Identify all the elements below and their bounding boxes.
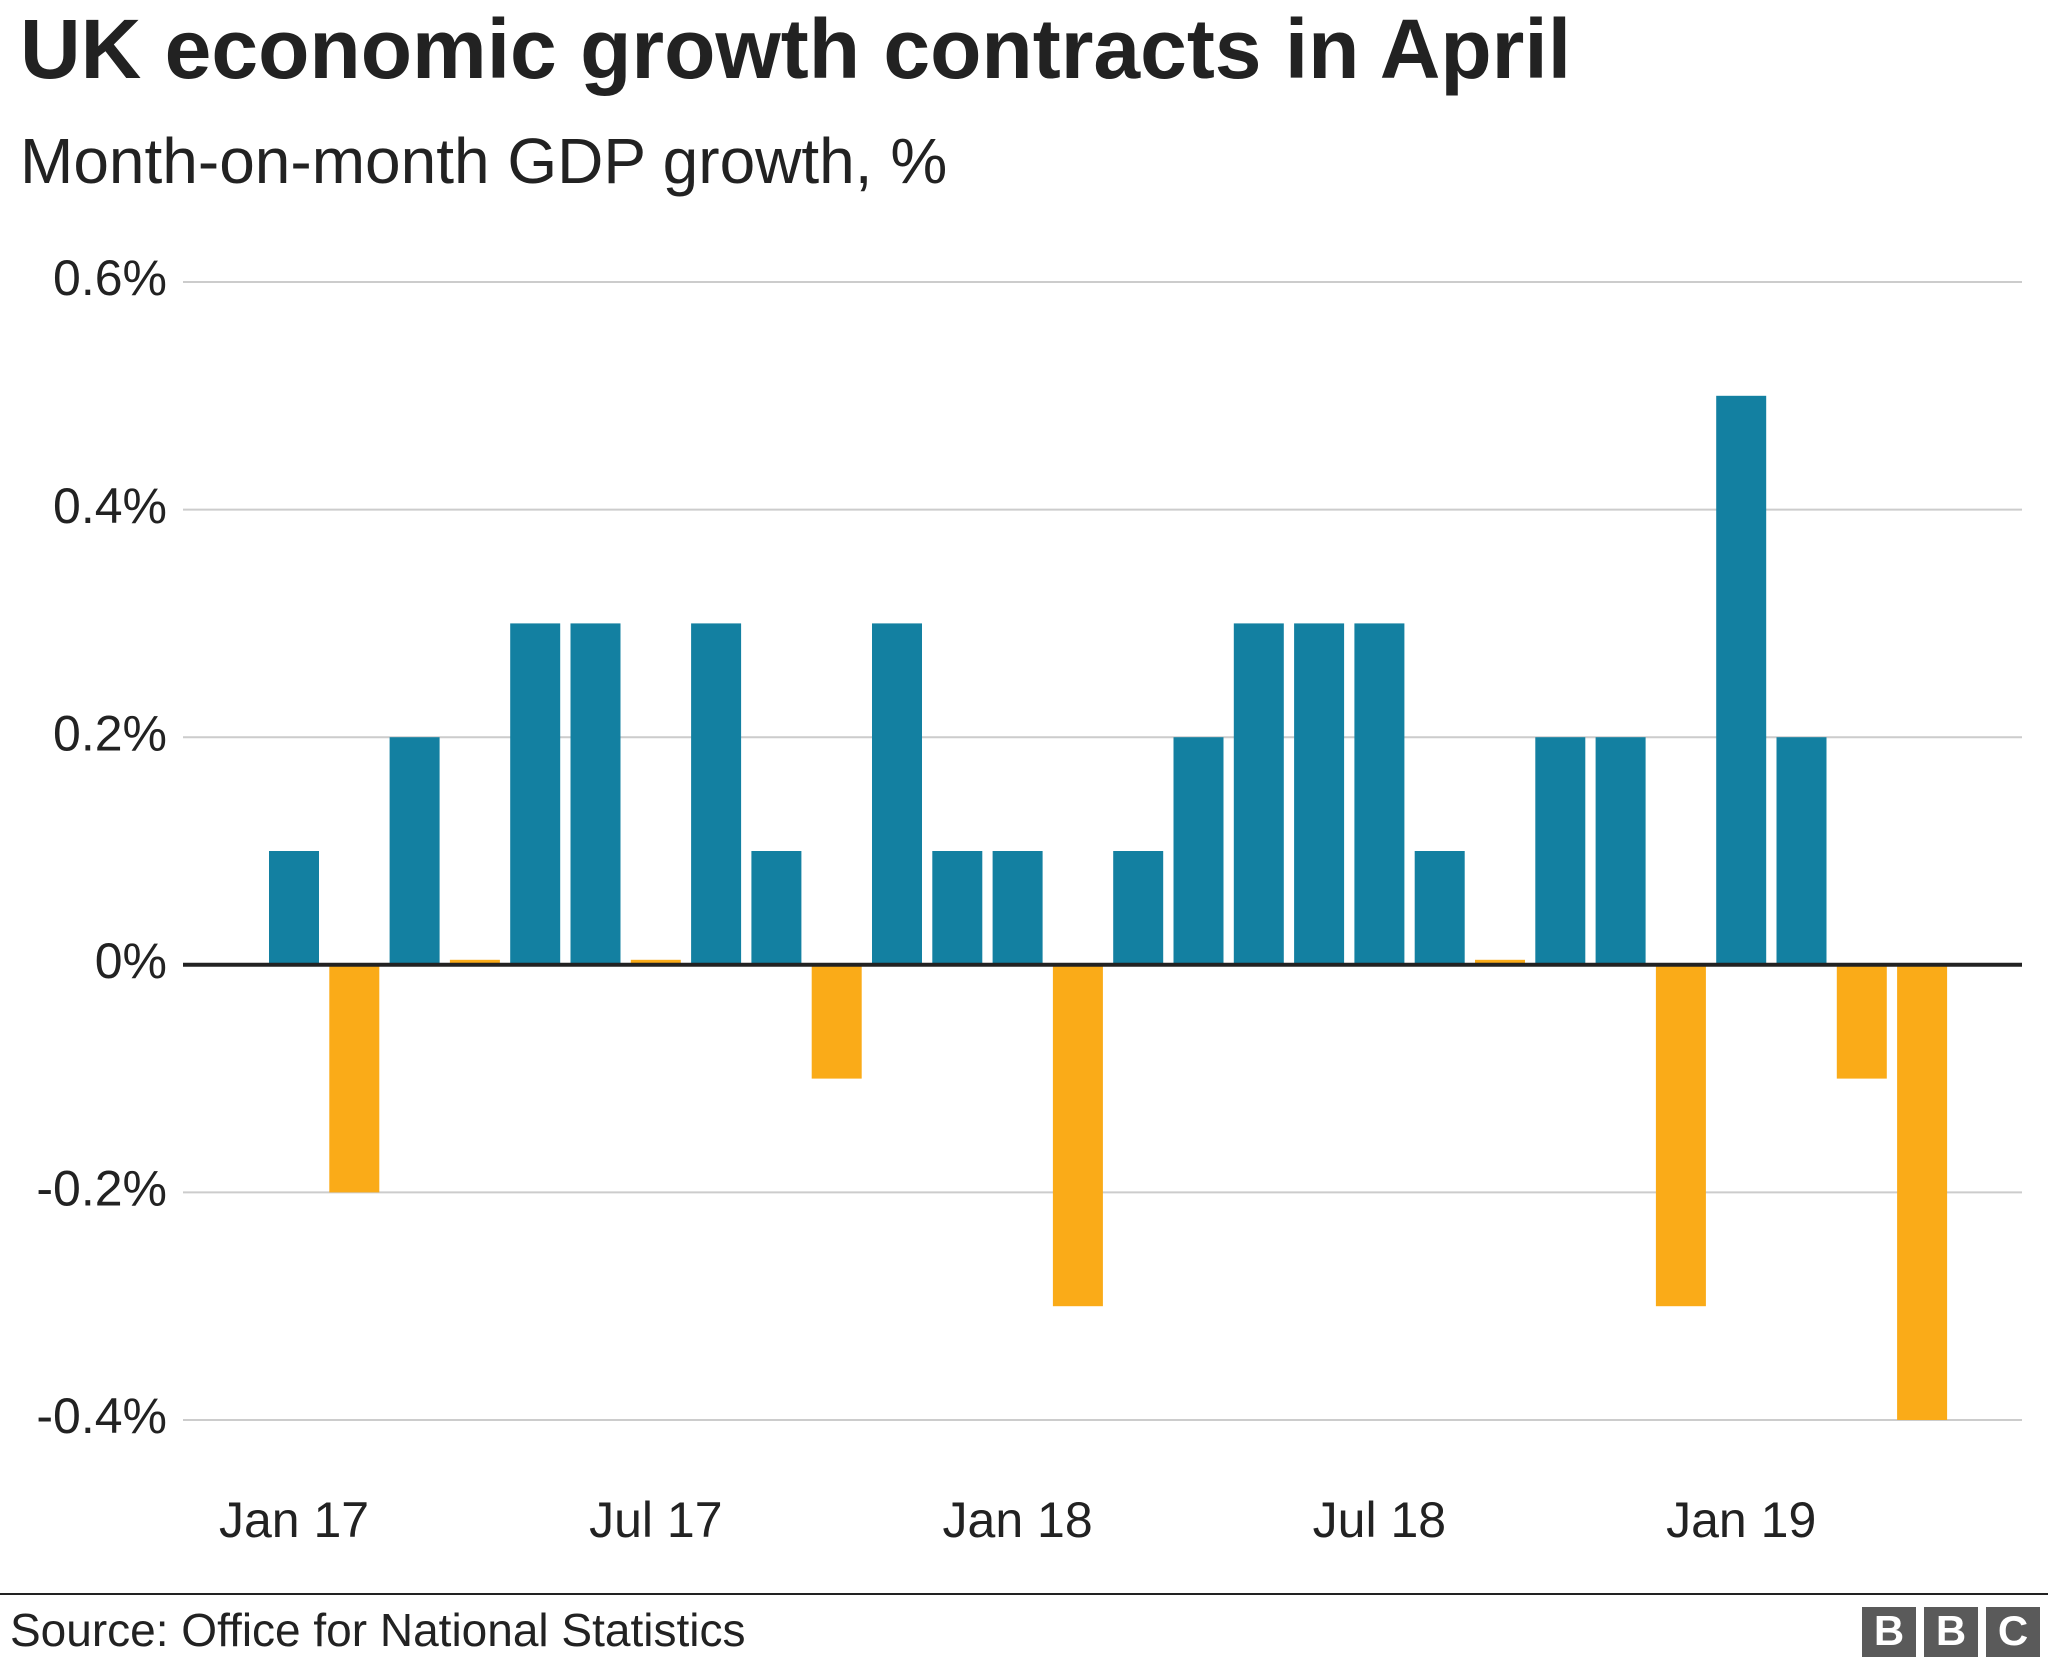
logo-letter: B	[1874, 1607, 1904, 1654]
logo-block	[1924, 1607, 1978, 1657]
bar	[269, 851, 319, 965]
x-tick-label: Jan 17	[219, 1492, 369, 1548]
bar	[1173, 737, 1224, 965]
logo-letter: C	[1998, 1607, 2028, 1654]
bar	[1776, 737, 1827, 965]
y-tick-label: 0.2%	[53, 705, 167, 761]
bar	[329, 964, 380, 1193]
bar	[992, 851, 1043, 965]
bar	[630, 959, 681, 965]
bar	[1595, 737, 1646, 965]
bar	[872, 623, 922, 965]
source: Source: Office for National Statistics	[10, 1604, 745, 1656]
bar	[1354, 623, 1405, 965]
bar	[1052, 964, 1103, 1307]
logo-block	[1862, 1607, 1916, 1657]
bar	[1414, 851, 1465, 965]
bar	[1716, 395, 1767, 965]
y-tick-label: -0.4%	[36, 1388, 167, 1444]
bar	[1655, 964, 1706, 1307]
bar	[932, 851, 983, 965]
y-tick-label: -0.2%	[36, 1161, 167, 1217]
bar	[811, 964, 862, 1079]
x-tick-label: Jul 17	[589, 1492, 722, 1548]
bar	[570, 623, 621, 965]
bar	[1233, 623, 1284, 965]
bar	[1294, 623, 1345, 965]
y-tick-label: 0.4%	[53, 478, 167, 534]
bar	[1535, 737, 1586, 965]
bar	[510, 623, 561, 965]
bar	[691, 623, 742, 965]
bar	[1475, 959, 1525, 965]
bar	[1836, 964, 1887, 1079]
bar	[751, 851, 802, 965]
chart-title: UK economic growth contracts in April	[20, 2, 1571, 96]
logo: B B C	[1862, 1607, 2040, 1657]
logo-letter: B	[1936, 1607, 1966, 1654]
x-tick-label: Jul 18	[1313, 1492, 1446, 1548]
x-tick-label: Jan 18	[943, 1492, 1093, 1548]
y-tick-label: 0.6%	[53, 250, 167, 306]
chart-subtitle: Month-on-month GDP growth, %	[20, 125, 947, 197]
bar	[1113, 851, 1164, 965]
y-tick-label: 0%	[95, 933, 167, 989]
bar	[449, 959, 500, 965]
logo-block	[1986, 1607, 2040, 1657]
bar	[1897, 964, 1948, 1420]
bar	[389, 737, 440, 965]
x-tick-label: Jan 19	[1666, 1492, 1816, 1548]
